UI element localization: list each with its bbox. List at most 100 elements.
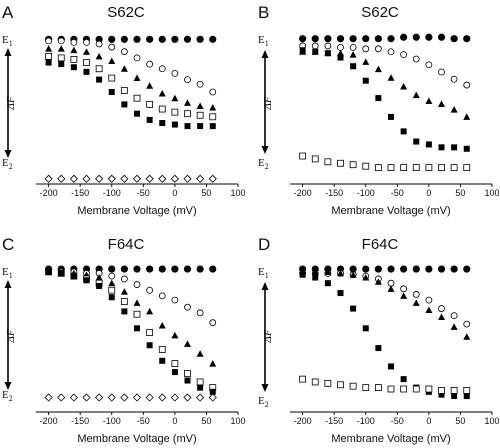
data-point bbox=[184, 123, 191, 130]
panel-letter: A bbox=[2, 3, 14, 22]
data-point bbox=[196, 111, 204, 119]
panel-title: F64C bbox=[108, 236, 145, 253]
delta-f-label: ΔF bbox=[5, 329, 17, 343]
data-point bbox=[158, 265, 166, 273]
data-point bbox=[463, 387, 471, 394]
data-point bbox=[438, 100, 445, 107]
data-point bbox=[362, 265, 370, 273]
data-point bbox=[108, 43, 116, 51]
data-point bbox=[362, 77, 369, 84]
data-point bbox=[400, 265, 408, 273]
e2-label: E2 bbox=[2, 389, 13, 403]
data-point bbox=[350, 63, 357, 70]
data-point bbox=[69, 393, 78, 402]
data-point bbox=[196, 102, 204, 109]
data-point bbox=[134, 325, 140, 332]
panel-letter: B bbox=[258, 3, 269, 22]
data-point bbox=[438, 68, 445, 76]
data-point bbox=[95, 65, 103, 73]
data-point bbox=[362, 45, 370, 53]
data-point bbox=[463, 164, 471, 172]
data-point bbox=[463, 320, 471, 328]
panel-title: S62C bbox=[361, 4, 399, 21]
panel-letter: D bbox=[258, 235, 270, 254]
x-tick-label: -150 bbox=[71, 188, 89, 198]
data-point bbox=[158, 346, 166, 353]
data-point bbox=[451, 393, 458, 400]
data-point bbox=[362, 384, 370, 391]
data-point bbox=[425, 164, 433, 172]
x-tick-label: 100 bbox=[484, 188, 499, 198]
panel-title: F64C bbox=[362, 236, 399, 253]
data-point bbox=[425, 33, 433, 41]
arrow-head-up bbox=[261, 50, 269, 58]
data-point bbox=[171, 265, 179, 273]
data-point bbox=[450, 75, 458, 83]
data-point bbox=[463, 393, 470, 400]
data-point bbox=[70, 273, 77, 280]
data-point bbox=[121, 308, 128, 315]
data-point bbox=[437, 265, 446, 273]
x-tick-label: -50 bbox=[391, 416, 404, 426]
data-point bbox=[133, 94, 141, 102]
data-point bbox=[311, 155, 319, 163]
data-point bbox=[83, 59, 90, 66]
x-tick-label: -100 bbox=[103, 416, 121, 426]
data-point bbox=[387, 35, 395, 43]
series-filled-square bbox=[299, 271, 470, 400]
data-point bbox=[375, 345, 382, 352]
data-point bbox=[438, 391, 445, 398]
data-point bbox=[324, 268, 332, 275]
data-point bbox=[45, 52, 53, 60]
x-tick-label: -100 bbox=[357, 188, 375, 198]
data-point bbox=[400, 285, 408, 293]
data-point bbox=[120, 65, 128, 72]
data-point bbox=[171, 360, 179, 368]
data-point bbox=[438, 164, 445, 172]
x-tick-label: -200 bbox=[40, 188, 58, 198]
data-point bbox=[374, 45, 382, 53]
data-point bbox=[158, 65, 166, 73]
data-point bbox=[158, 292, 166, 300]
data-point bbox=[425, 306, 433, 313]
data-point bbox=[146, 307, 154, 315]
data-point bbox=[171, 331, 179, 339]
data-point bbox=[349, 382, 357, 390]
series-open-square bbox=[299, 152, 471, 172]
data-point bbox=[349, 35, 357, 43]
data-point bbox=[438, 313, 445, 321]
data-point bbox=[324, 379, 332, 387]
data-point bbox=[184, 76, 191, 83]
data-point bbox=[146, 82, 154, 89]
data-point bbox=[337, 381, 344, 389]
data-point bbox=[69, 174, 78, 183]
data-point bbox=[388, 113, 394, 120]
data-point bbox=[82, 174, 91, 183]
data-point bbox=[387, 48, 395, 56]
data-point bbox=[83, 48, 90, 55]
delta-f-label: ΔF bbox=[262, 329, 274, 343]
data-point bbox=[58, 61, 65, 68]
data-point bbox=[412, 33, 420, 41]
x-tick-label: -100 bbox=[103, 188, 121, 198]
x-tick-label: 50 bbox=[455, 416, 465, 426]
data-point bbox=[120, 275, 128, 283]
data-point bbox=[463, 145, 470, 152]
data-point bbox=[362, 325, 369, 332]
data-point bbox=[146, 35, 154, 43]
data-point bbox=[209, 88, 217, 96]
data-point bbox=[146, 329, 154, 336]
data-point bbox=[108, 265, 116, 273]
data-point bbox=[70, 39, 78, 46]
e1-label: E1 bbox=[2, 266, 13, 280]
arrow-head-up bbox=[4, 280, 12, 288]
data-point bbox=[324, 35, 332, 43]
data-point bbox=[312, 274, 319, 281]
data-point bbox=[83, 68, 90, 75]
data-point bbox=[412, 91, 420, 99]
series-open-circle bbox=[45, 37, 217, 96]
data-point bbox=[120, 265, 128, 273]
data-point bbox=[209, 265, 217, 273]
series-open-diamond bbox=[44, 174, 217, 183]
data-point bbox=[145, 174, 154, 183]
